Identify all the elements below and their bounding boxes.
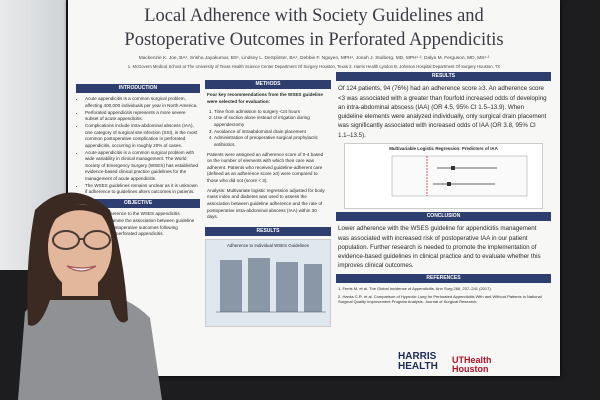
logo-harris: HARRIS HEALTH xyxy=(398,351,438,372)
forest-figure: Multivariable Logistic Regression: Predi… xyxy=(344,143,543,210)
bar-figure: Adherence to Individual WSES Guidelines xyxy=(205,239,331,328)
figure-title: Adherence to Individual WSES Guidelines xyxy=(226,243,309,249)
smile xyxy=(66,265,97,272)
section-heading: INTRODUCTION xyxy=(76,84,200,94)
title-line: Local Adherence with Society Guidelines … xyxy=(144,6,484,26)
bar-shape xyxy=(220,260,242,313)
methods-item: Administration of preoperative surgical … xyxy=(214,135,331,148)
left-column: INTRODUCTION Acute appendicitis is a com… xyxy=(76,84,200,241)
section-heading: RESULTS xyxy=(336,72,551,82)
reference: 2. Hanks C.R. et al. Comparison of Hypno… xyxy=(338,294,542,305)
section-heading: REFERENCES xyxy=(336,273,551,284)
logo-uthealth: UTHealth Houston xyxy=(452,355,492,374)
bar-graphic xyxy=(216,258,326,313)
neck xyxy=(62,282,98,296)
results-text: Of 124 patients, 94 (76%) had an adheren… xyxy=(338,85,547,139)
face xyxy=(48,204,112,290)
forest-graphic xyxy=(391,155,528,197)
plot-frame xyxy=(391,155,528,197)
intro-item: Acute appendicitis is a common surgical … xyxy=(85,96,200,109)
estimate-point xyxy=(447,182,451,187)
methods-analysis: Analysis: Multivariate logistic regressi… xyxy=(207,187,325,220)
methods-item: Use of suction alone instead of irrigati… xyxy=(214,115,331,128)
middle-column: METHODS Four key recommendations from th… xyxy=(205,80,331,328)
section-heading: OBJECTIVE xyxy=(76,199,200,209)
methods-intro: Four key recommendations from the WSES g… xyxy=(207,92,323,104)
title-line: Postoperative Outcomes in Perforated App… xyxy=(124,30,504,50)
affiliations: 1. McGovern Medical School at The Univer… xyxy=(127,64,501,69)
figure-title: Multivariable Logistic Regression: Predi… xyxy=(389,146,498,152)
section-heading: RESULTS xyxy=(205,227,331,237)
bar-shape xyxy=(248,258,270,313)
intro-item: The WSES guidelines remains unclear as i… xyxy=(85,183,200,196)
bar-shape xyxy=(304,264,322,313)
bar-shape xyxy=(276,262,298,313)
right-column: RESULTS Of 124 patients, 94 (76%) had an… xyxy=(336,72,551,308)
intro-item: Complications include intra-abdominal ab… xyxy=(85,123,200,150)
methods-scoring: Patients were assigned an adherence scor… xyxy=(207,151,324,184)
estimate-point xyxy=(451,166,455,171)
methods-item: Time from admission to surgery <24 hours xyxy=(214,109,331,116)
intro-list: Acute appendicitis is a common surgical … xyxy=(85,96,200,196)
reference: 1. Ferris M, et al. The Global Incidence… xyxy=(338,286,492,292)
bangs xyxy=(46,204,114,230)
poster: Local Adherence with Society Guidelines … xyxy=(68,0,560,376)
intro-item: Perforated appendicitis represents a mor… xyxy=(85,110,200,123)
intro-item: Acute appendicitis is a common surgical … xyxy=(85,150,200,183)
section-heading: CONCLUSION xyxy=(336,212,551,222)
conclusion-text: Lower adherence with the WSES guideline … xyxy=(338,225,541,270)
methods-list: Time from admission to surgery <24 hours… xyxy=(214,109,331,149)
section-heading: METHODS xyxy=(205,80,331,90)
objective-text: Assess local adherence to the WSES appen… xyxy=(78,211,195,237)
methods-item: Avoidance of intraabdominal drain placem… xyxy=(214,129,331,136)
authors: Mackenzie K. Joe, BA¹, Srisha Jayakumar,… xyxy=(138,56,490,61)
